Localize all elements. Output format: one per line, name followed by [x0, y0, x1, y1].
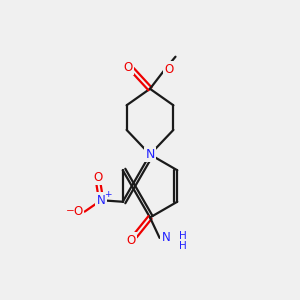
Text: H: H	[179, 231, 187, 242]
Text: N: N	[162, 231, 171, 244]
Text: O: O	[164, 63, 173, 76]
Text: +: +	[104, 190, 112, 199]
Text: H: H	[179, 241, 187, 251]
Text: O: O	[94, 171, 103, 184]
Text: O: O	[74, 205, 82, 218]
Text: N: N	[97, 194, 106, 207]
Text: O: O	[127, 233, 136, 247]
Text: −: −	[66, 206, 75, 216]
Text: N: N	[145, 148, 155, 161]
Text: O: O	[124, 61, 133, 74]
